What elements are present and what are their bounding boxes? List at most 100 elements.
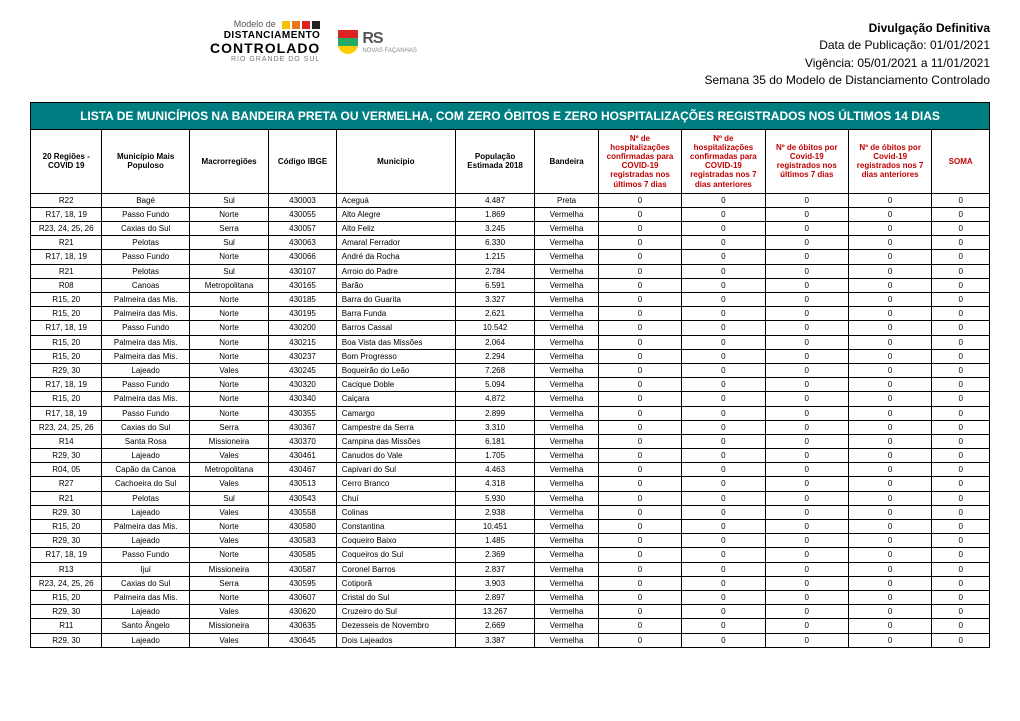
cell: 430370 (269, 434, 337, 448)
cell: 0 (682, 491, 765, 505)
cell: 430195 (269, 307, 337, 321)
cell: 0 (765, 321, 848, 335)
cell: 0 (765, 335, 848, 349)
col-header-11: SOMA (932, 129, 990, 193)
cell: 0 (848, 463, 931, 477)
cell: 0 (848, 505, 931, 519)
cell: Vales (189, 449, 268, 463)
cell: Vermelha (535, 505, 599, 519)
cell: Serra (189, 222, 268, 236)
cell: Coqueiros do Sul (336, 548, 455, 562)
cell: 0 (682, 363, 765, 377)
cell: Camargo (336, 406, 455, 420)
cell: Dezesseis de Novembro (336, 619, 455, 633)
cell: 0 (932, 250, 990, 264)
cell: 0 (682, 633, 765, 647)
table-row: R27Cachoeira do SulVales430513Cerro Bran… (31, 477, 990, 491)
col-header-9: Nº de óbitos por Covid-19 registrados no… (765, 129, 848, 193)
cell: Cerro Branco (336, 477, 455, 491)
logo-distanciamento: Modelo de DISTANCIAMENTO CONTROLADO RIO … (210, 20, 320, 64)
table-row: R29, 30LajeadoVales430583Coqueiro Baixo1… (31, 534, 990, 548)
cell: 0 (848, 250, 931, 264)
cell: 0 (765, 222, 848, 236)
cell: Lajeado (102, 449, 189, 463)
cell: R21 (31, 236, 102, 250)
cell: Caxias do Sul (102, 222, 189, 236)
cell: 0 (682, 576, 765, 590)
cell: Palmeira das Mis. (102, 307, 189, 321)
cell: Passo Fundo (102, 378, 189, 392)
cell: 0 (932, 264, 990, 278)
cell: 430595 (269, 576, 337, 590)
table-row: R15, 20Palmeira das Mis.Norte430215Boa V… (31, 335, 990, 349)
cell: 0 (682, 236, 765, 250)
cell: 0 (765, 434, 848, 448)
cell: 13.267 (455, 605, 534, 619)
cell: 0 (598, 264, 681, 278)
cell: 430057 (269, 222, 337, 236)
cell: Norte (189, 520, 268, 534)
cell: 0 (598, 434, 681, 448)
cell: Cachoeira do Sul (102, 477, 189, 491)
cell: R13 (31, 562, 102, 576)
cell: Passo Fundo (102, 207, 189, 221)
cell: 1.215 (455, 250, 534, 264)
cell: 0 (765, 534, 848, 548)
cell: 0 (598, 335, 681, 349)
cell: Cacique Doble (336, 378, 455, 392)
cell: Constantina (336, 520, 455, 534)
cell: R23, 24, 25, 26 (31, 222, 102, 236)
cell: 4.872 (455, 392, 534, 406)
cell: 0 (932, 193, 990, 207)
cell: 0 (682, 434, 765, 448)
cell: 0 (598, 463, 681, 477)
cell: Barão (336, 278, 455, 292)
cell: 3.327 (455, 293, 534, 307)
cell: Serra (189, 576, 268, 590)
cell: Vermelha (535, 250, 599, 264)
cell: Passo Fundo (102, 250, 189, 264)
cell: 0 (598, 392, 681, 406)
table-row: R23, 24, 25, 26Caxias do SulSerra430367C… (31, 420, 990, 434)
cell: Vermelha (535, 449, 599, 463)
cell: 0 (765, 449, 848, 463)
col-header-8: Nº de hospitalizações confirmadas para C… (682, 129, 765, 193)
cell: Alto Alegre (336, 207, 455, 221)
cell: 0 (598, 307, 681, 321)
cell: 0 (765, 491, 848, 505)
cell: 0 (682, 605, 765, 619)
cell: 3.245 (455, 222, 534, 236)
cell: 0 (765, 590, 848, 604)
cell: 0 (765, 605, 848, 619)
cell: 6.591 (455, 278, 534, 292)
cell: 0 (932, 633, 990, 647)
cell: 0 (932, 207, 990, 221)
cell: Vermelha (535, 307, 599, 321)
cell: 430513 (269, 477, 337, 491)
cell: Barros Cassal (336, 321, 455, 335)
cell: Palmeira das Mis. (102, 349, 189, 363)
cell: 2.897 (455, 590, 534, 604)
cell: Cotiporã (336, 576, 455, 590)
cell: Missioneira (189, 619, 268, 633)
cell: Norte (189, 307, 268, 321)
cell: 0 (848, 633, 931, 647)
cell: 0 (598, 505, 681, 519)
cell: Norte (189, 293, 268, 307)
cell: 0 (765, 392, 848, 406)
col-header-2: Macrorregiões (189, 129, 268, 193)
cell: Alto Feliz (336, 222, 455, 236)
cell: Vermelha (535, 335, 599, 349)
cell: 430543 (269, 491, 337, 505)
cell: 430580 (269, 520, 337, 534)
cell: 0 (682, 264, 765, 278)
cell: 0 (932, 605, 990, 619)
logo-dc-l3: CONTROLADO (210, 41, 320, 56)
cell: Vermelha (535, 548, 599, 562)
cell: Canudos do Vale (336, 449, 455, 463)
cell: Sul (189, 264, 268, 278)
cell: Norte (189, 378, 268, 392)
cell: Vermelha (535, 619, 599, 633)
cell: 0 (598, 193, 681, 207)
cell: 2.938 (455, 505, 534, 519)
